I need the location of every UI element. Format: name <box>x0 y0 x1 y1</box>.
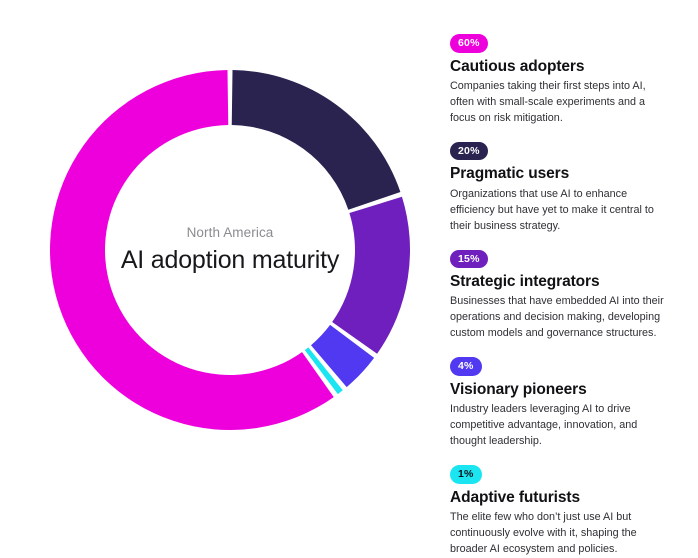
legend-item-title: Strategic integrators <box>450 273 600 291</box>
legend-item-pragmatic-users[interactable]: 20% Pragmatic users Organizations that u… <box>450 141 682 235</box>
legend-item-title: Visionary pioneers <box>450 380 587 398</box>
legend-item-description: Businesses that have embedded AI into th… <box>450 295 664 340</box>
legend-item-title: Pragmatic users <box>450 165 570 183</box>
legend-percent-badge: 1% <box>450 465 482 484</box>
donut-chart: North America AI adoption maturity <box>20 40 440 460</box>
donut-slice-pragmatic-users[interactable] <box>231 70 401 210</box>
donut-slice-cautious-adopters[interactable] <box>50 70 334 430</box>
legend-item-title: Cautious adopters <box>450 57 585 75</box>
donut-slice-adaptive-futurists[interactable] <box>304 347 343 395</box>
legend-percent-badge: 20% <box>450 141 488 161</box>
legend-percent-badge: 60% <box>450 34 488 53</box>
donut-slice-group <box>50 70 411 430</box>
legend-list: 60% Cautious adopters Companies taking t… <box>450 33 682 558</box>
legend-item-description: Organizations that use AI to enhance eff… <box>450 187 654 232</box>
legend-percent-badge: 15% <box>450 249 488 269</box>
infographic-root: North America AI adoption maturity 60% C… <box>20 34 664 555</box>
donut-slice-strategic-integrators[interactable] <box>332 196 411 354</box>
legend-item-description: Companies taking their first steps into … <box>450 79 646 124</box>
donut-chart-svg <box>50 70 411 430</box>
legend-item-strategic-integrators[interactable]: 15% Strategic integrators Businesses tha… <box>450 249 682 343</box>
legend-percent-badge: 4% <box>450 357 482 376</box>
legend-item-adaptive-futurists[interactable]: 1% Adaptive futurists The elite few who … <box>450 464 682 558</box>
legend-item-title: Adaptive futurists <box>450 488 580 506</box>
legend-item-description: Industry leaders leveraging AI to drive … <box>450 403 638 448</box>
legend-item-description: The elite few who don’t just use AI but … <box>450 511 637 555</box>
legend-item-cautious-adopters[interactable]: 60% Cautious adopters Companies taking t… <box>450 33 682 127</box>
legend-item-visionary-pioneers[interactable]: 4% Visionary pioneers Industry leaders l… <box>450 356 682 450</box>
donut-slice-visionary-pioneers[interactable] <box>311 324 375 388</box>
